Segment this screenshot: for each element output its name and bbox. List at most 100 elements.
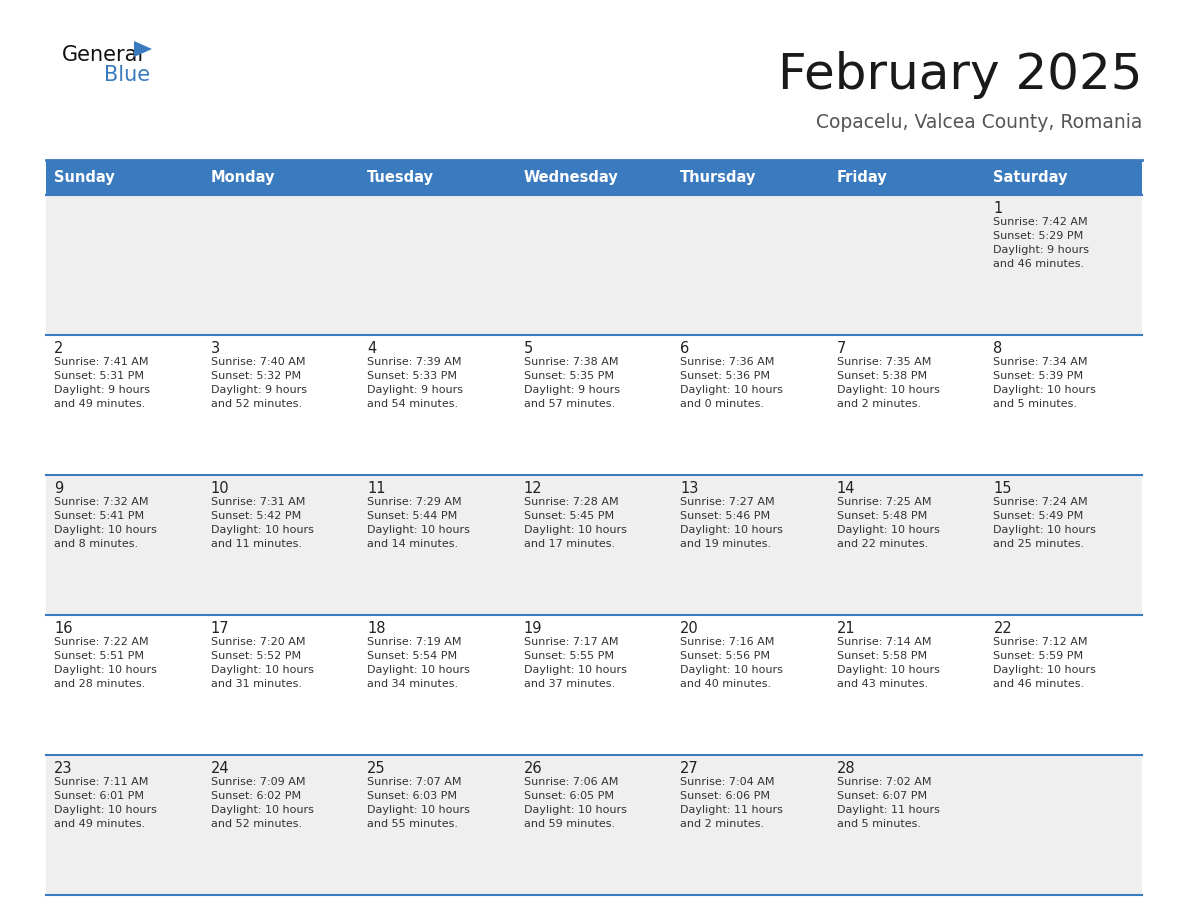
Text: Sunset: 5:59 PM: Sunset: 5:59 PM (993, 651, 1083, 661)
Text: Daylight: 10 hours: Daylight: 10 hours (524, 665, 626, 675)
Text: 27: 27 (681, 761, 699, 776)
Text: February 2025: February 2025 (777, 51, 1142, 99)
Text: and 49 minutes.: and 49 minutes. (53, 819, 145, 829)
Text: Daylight: 9 hours: Daylight: 9 hours (53, 385, 150, 395)
Text: Friday: Friday (836, 170, 887, 185)
Text: 9: 9 (53, 481, 63, 496)
Text: Sunset: 5:29 PM: Sunset: 5:29 PM (993, 231, 1083, 241)
Text: Thursday: Thursday (681, 170, 757, 185)
Text: Sunrise: 7:04 AM: Sunrise: 7:04 AM (681, 777, 775, 787)
Text: Daylight: 10 hours: Daylight: 10 hours (367, 525, 470, 535)
Text: Sunset: 5:48 PM: Sunset: 5:48 PM (836, 511, 927, 521)
Text: Sunset: 5:54 PM: Sunset: 5:54 PM (367, 651, 457, 661)
Text: Daylight: 10 hours: Daylight: 10 hours (210, 805, 314, 815)
Text: Sunset: 5:31 PM: Sunset: 5:31 PM (53, 371, 144, 381)
Text: 20: 20 (681, 621, 699, 636)
Text: Sunset: 5:41 PM: Sunset: 5:41 PM (53, 511, 144, 521)
Text: and 31 minutes.: and 31 minutes. (210, 678, 302, 688)
Text: Sunset: 6:01 PM: Sunset: 6:01 PM (53, 791, 144, 800)
Text: Daylight: 10 hours: Daylight: 10 hours (836, 525, 940, 535)
Text: Sunrise: 7:31 AM: Sunrise: 7:31 AM (210, 497, 305, 507)
Text: and 2 minutes.: and 2 minutes. (836, 398, 921, 409)
Text: Sunset: 5:39 PM: Sunset: 5:39 PM (993, 371, 1083, 381)
Text: Daylight: 10 hours: Daylight: 10 hours (367, 665, 470, 675)
Text: Saturday: Saturday (993, 170, 1068, 185)
Text: Daylight: 10 hours: Daylight: 10 hours (993, 525, 1097, 535)
Text: 4: 4 (367, 341, 377, 356)
Text: Sunset: 5:32 PM: Sunset: 5:32 PM (210, 371, 301, 381)
Text: Sunrise: 7:02 AM: Sunrise: 7:02 AM (836, 777, 931, 787)
Text: and 8 minutes.: and 8 minutes. (53, 539, 138, 549)
Text: Daylight: 9 hours: Daylight: 9 hours (367, 385, 463, 395)
Text: Sunrise: 7:25 AM: Sunrise: 7:25 AM (836, 497, 931, 507)
Text: Sunset: 5:33 PM: Sunset: 5:33 PM (367, 371, 457, 381)
Text: Sunset: 6:05 PM: Sunset: 6:05 PM (524, 791, 614, 800)
Text: and 40 minutes.: and 40 minutes. (681, 678, 771, 688)
Text: and 14 minutes.: and 14 minutes. (367, 539, 459, 549)
Text: Sunset: 5:46 PM: Sunset: 5:46 PM (681, 511, 770, 521)
Text: and 17 minutes.: and 17 minutes. (524, 539, 615, 549)
Text: Sunset: 5:38 PM: Sunset: 5:38 PM (836, 371, 927, 381)
Text: Daylight: 9 hours: Daylight: 9 hours (524, 385, 620, 395)
Text: Sunrise: 7:32 AM: Sunrise: 7:32 AM (53, 497, 148, 507)
Text: Sunset: 5:36 PM: Sunset: 5:36 PM (681, 371, 770, 381)
Text: Sunset: 5:49 PM: Sunset: 5:49 PM (993, 511, 1083, 521)
Text: Daylight: 10 hours: Daylight: 10 hours (53, 665, 157, 675)
Text: 19: 19 (524, 621, 542, 636)
Text: Sunset: 6:02 PM: Sunset: 6:02 PM (210, 791, 301, 800)
Text: Sunrise: 7:22 AM: Sunrise: 7:22 AM (53, 637, 148, 647)
Text: Daylight: 10 hours: Daylight: 10 hours (524, 525, 626, 535)
Text: and 5 minutes.: and 5 minutes. (993, 398, 1078, 409)
Text: Sunrise: 7:35 AM: Sunrise: 7:35 AM (836, 357, 931, 367)
Text: Sunset: 6:07 PM: Sunset: 6:07 PM (836, 791, 927, 800)
Text: Sunset: 5:44 PM: Sunset: 5:44 PM (367, 511, 457, 521)
Bar (46, 335, 1142, 475)
Text: Sunrise: 7:17 AM: Sunrise: 7:17 AM (524, 637, 618, 647)
Text: Daylight: 11 hours: Daylight: 11 hours (681, 805, 783, 815)
Text: Wednesday: Wednesday (524, 170, 619, 185)
Text: Sunrise: 7:28 AM: Sunrise: 7:28 AM (524, 497, 618, 507)
Text: 18: 18 (367, 621, 386, 636)
Text: 26: 26 (524, 761, 543, 776)
Text: Daylight: 10 hours: Daylight: 10 hours (993, 385, 1097, 395)
Text: and 43 minutes.: and 43 minutes. (836, 678, 928, 688)
Text: Sunrise: 7:24 AM: Sunrise: 7:24 AM (993, 497, 1088, 507)
Text: 3: 3 (210, 341, 220, 356)
Text: Sunrise: 7:19 AM: Sunrise: 7:19 AM (367, 637, 462, 647)
Text: Sunrise: 7:09 AM: Sunrise: 7:09 AM (210, 777, 305, 787)
Text: and 54 minutes.: and 54 minutes. (367, 398, 459, 409)
Text: Daylight: 10 hours: Daylight: 10 hours (681, 385, 783, 395)
Text: Sunrise: 7:20 AM: Sunrise: 7:20 AM (210, 637, 305, 647)
Text: 1: 1 (993, 201, 1003, 216)
Text: and 11 minutes.: and 11 minutes. (210, 539, 302, 549)
Polygon shape (134, 41, 152, 57)
Text: 8: 8 (993, 341, 1003, 356)
Text: Sunrise: 7:27 AM: Sunrise: 7:27 AM (681, 497, 775, 507)
Text: 25: 25 (367, 761, 386, 776)
Text: and 49 minutes.: and 49 minutes. (53, 398, 145, 409)
Text: Daylight: 9 hours: Daylight: 9 hours (993, 245, 1089, 255)
Bar (46, 160, 1142, 195)
Text: Monday: Monday (210, 170, 276, 185)
Text: Daylight: 10 hours: Daylight: 10 hours (993, 665, 1097, 675)
Text: and 46 minutes.: and 46 minutes. (993, 678, 1085, 688)
Text: 6: 6 (681, 341, 689, 356)
Text: 7: 7 (836, 341, 846, 356)
Text: and 52 minutes.: and 52 minutes. (210, 398, 302, 409)
Text: Daylight: 10 hours: Daylight: 10 hours (210, 665, 314, 675)
Text: and 5 minutes.: and 5 minutes. (836, 819, 921, 829)
Text: Sunrise: 7:11 AM: Sunrise: 7:11 AM (53, 777, 148, 787)
Text: and 19 minutes.: and 19 minutes. (681, 539, 771, 549)
Text: Sunset: 6:03 PM: Sunset: 6:03 PM (367, 791, 457, 800)
Text: Sunrise: 7:12 AM: Sunrise: 7:12 AM (993, 637, 1088, 647)
Text: 16: 16 (53, 621, 72, 636)
Text: 28: 28 (836, 761, 855, 776)
Text: Daylight: 11 hours: Daylight: 11 hours (836, 805, 940, 815)
Text: Sunday: Sunday (53, 170, 115, 185)
Text: General: General (62, 45, 144, 65)
Text: and 37 minutes.: and 37 minutes. (524, 678, 615, 688)
Text: Sunrise: 7:39 AM: Sunrise: 7:39 AM (367, 357, 462, 367)
Text: 5: 5 (524, 341, 533, 356)
Text: 10: 10 (210, 481, 229, 496)
Bar (46, 615, 1142, 755)
